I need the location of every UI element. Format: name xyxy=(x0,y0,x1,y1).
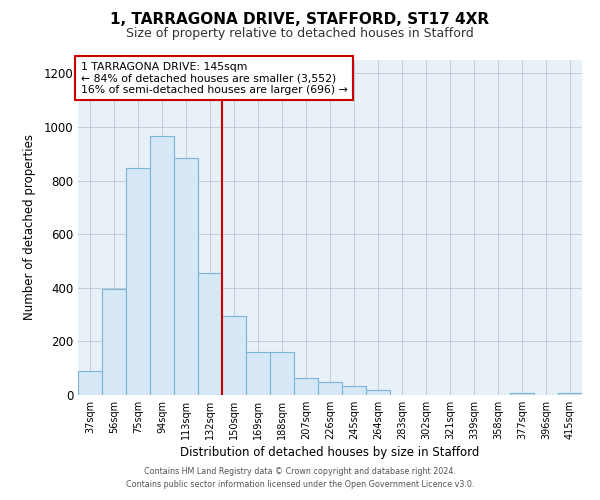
Y-axis label: Number of detached properties: Number of detached properties xyxy=(23,134,37,320)
Bar xyxy=(222,316,246,395)
Bar xyxy=(510,393,534,395)
Bar xyxy=(150,136,174,395)
Bar xyxy=(102,289,126,395)
Bar xyxy=(558,393,582,395)
Bar xyxy=(174,158,198,395)
Text: 1 TARRAGONA DRIVE: 145sqm
← 84% of detached houses are smaller (3,552)
16% of se: 1 TARRAGONA DRIVE: 145sqm ← 84% of detac… xyxy=(80,62,347,95)
Text: Contains HM Land Registry data © Crown copyright and database right 2024.
Contai: Contains HM Land Registry data © Crown c… xyxy=(126,468,474,489)
Bar xyxy=(198,272,222,395)
Bar xyxy=(78,372,102,395)
Bar xyxy=(294,378,318,395)
Bar xyxy=(270,352,294,395)
Bar xyxy=(318,382,342,395)
X-axis label: Distribution of detached houses by size in Stafford: Distribution of detached houses by size … xyxy=(181,446,479,459)
Bar xyxy=(366,390,390,395)
Bar xyxy=(126,168,150,395)
Text: Size of property relative to detached houses in Stafford: Size of property relative to detached ho… xyxy=(126,28,474,40)
Bar xyxy=(342,386,366,395)
Text: 1, TARRAGONA DRIVE, STAFFORD, ST17 4XR: 1, TARRAGONA DRIVE, STAFFORD, ST17 4XR xyxy=(110,12,490,28)
Bar xyxy=(246,352,270,395)
